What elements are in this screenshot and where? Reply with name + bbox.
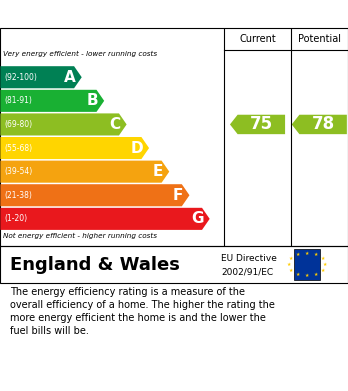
Polygon shape bbox=[0, 137, 149, 159]
Text: E: E bbox=[152, 164, 163, 179]
Text: (69-80): (69-80) bbox=[4, 120, 32, 129]
Text: ★: ★ bbox=[320, 256, 325, 261]
Text: 75: 75 bbox=[250, 115, 273, 133]
Text: C: C bbox=[109, 117, 120, 132]
Text: G: G bbox=[192, 212, 204, 226]
Polygon shape bbox=[0, 208, 209, 230]
Text: (55-68): (55-68) bbox=[4, 143, 32, 152]
Text: Not energy efficient - higher running costs: Not energy efficient - higher running co… bbox=[3, 233, 158, 239]
Text: D: D bbox=[131, 140, 143, 156]
Text: Very energy efficient - lower running costs: Very energy efficient - lower running co… bbox=[3, 51, 158, 57]
Polygon shape bbox=[230, 115, 285, 134]
Text: (81-91): (81-91) bbox=[4, 96, 32, 105]
Text: 2002/91/EC: 2002/91/EC bbox=[221, 267, 273, 276]
Bar bbox=[294, 249, 319, 280]
Text: ★: ★ bbox=[314, 252, 318, 257]
Polygon shape bbox=[0, 161, 169, 183]
Text: ★: ★ bbox=[314, 272, 318, 277]
Text: (21-38): (21-38) bbox=[4, 191, 32, 200]
Polygon shape bbox=[0, 90, 104, 112]
Text: A: A bbox=[64, 70, 76, 85]
Polygon shape bbox=[0, 66, 82, 88]
Text: (39-54): (39-54) bbox=[4, 167, 32, 176]
Text: EU Directive: EU Directive bbox=[221, 254, 277, 263]
Polygon shape bbox=[292, 115, 347, 134]
Text: 78: 78 bbox=[311, 115, 335, 133]
Text: ★: ★ bbox=[304, 273, 309, 278]
Text: ★: ★ bbox=[286, 262, 291, 267]
Polygon shape bbox=[0, 184, 189, 206]
Text: Current: Current bbox=[239, 34, 276, 44]
Text: Energy Efficiency Rating: Energy Efficiency Rating bbox=[10, 7, 220, 22]
Text: The energy efficiency rating is a measure of the
overall efficiency of a home. T: The energy efficiency rating is a measur… bbox=[10, 287, 275, 336]
Text: B: B bbox=[87, 93, 98, 108]
Text: ★: ★ bbox=[295, 252, 300, 257]
Text: England & Wales: England & Wales bbox=[10, 255, 180, 274]
Text: (1-20): (1-20) bbox=[4, 214, 27, 223]
Text: ★: ★ bbox=[289, 256, 293, 261]
Text: Potential: Potential bbox=[298, 34, 341, 44]
Text: ★: ★ bbox=[289, 268, 293, 273]
Text: ★: ★ bbox=[295, 272, 300, 277]
Text: ★: ★ bbox=[320, 268, 325, 273]
Text: ★: ★ bbox=[323, 262, 327, 267]
Text: (92-100): (92-100) bbox=[4, 73, 37, 82]
Polygon shape bbox=[0, 113, 127, 136]
Text: F: F bbox=[173, 188, 183, 203]
Text: ★: ★ bbox=[304, 251, 309, 256]
